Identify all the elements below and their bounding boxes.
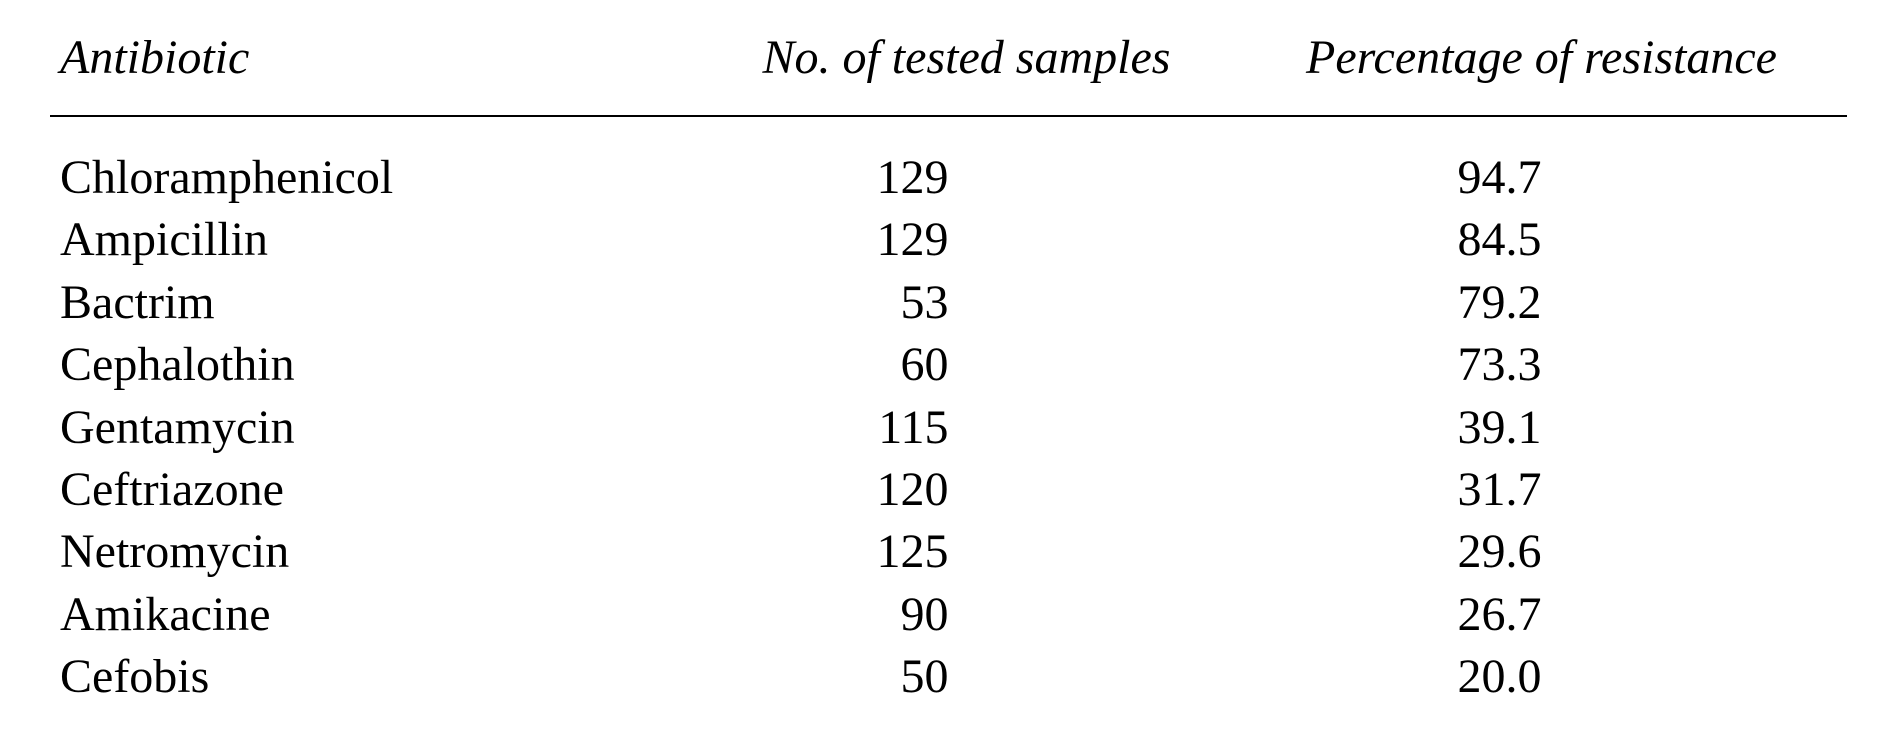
cell-tested: 90 xyxy=(697,584,1236,646)
cell-resistance: 20.0 xyxy=(1236,646,1847,708)
cell-antibiotic: Cephalothin xyxy=(50,334,697,396)
cell-resistance: 26.7 xyxy=(1236,584,1847,646)
cell-resistance: 31.7 xyxy=(1236,459,1847,521)
cell-tested: 50 xyxy=(697,646,1236,708)
cell-antibiotic: Chloramphenicol xyxy=(50,147,697,209)
cell-antibiotic: Ampicillin xyxy=(50,209,697,271)
cell-resistance: 94.7 xyxy=(1236,147,1847,209)
cell-tested: 120 xyxy=(697,459,1236,521)
table-row: Ceftriazone 120 31.7 xyxy=(50,459,1847,521)
cell-antibiotic: Netromycin xyxy=(50,521,697,583)
cell-tested: 60 xyxy=(697,334,1236,396)
cell-resistance: 29.6 xyxy=(1236,521,1847,583)
table-row: Chloramphenicol 129 94.7 xyxy=(50,147,1847,209)
header-antibiotic: Antibiotic xyxy=(50,30,697,85)
table-row: Gentamycin 115 39.1 xyxy=(50,397,1847,459)
resistance-table: Antibiotic No. of tested samples Percent… xyxy=(50,30,1847,709)
header-resistance-percentage: Percentage of resistance xyxy=(1236,30,1847,85)
cell-tested: 129 xyxy=(697,209,1236,271)
cell-antibiotic: Amikacine xyxy=(50,584,697,646)
header-tested-samples: No. of tested samples xyxy=(697,30,1236,85)
cell-antibiotic: Ceftriazone xyxy=(50,459,697,521)
table-row: Ampicillin 129 84.5 xyxy=(50,209,1847,271)
cell-tested: 129 xyxy=(697,147,1236,209)
cell-resistance: 84.5 xyxy=(1236,209,1847,271)
table-header-row: Antibiotic No. of tested samples Percent… xyxy=(50,30,1847,117)
table-row: Cephalothin 60 73.3 xyxy=(50,334,1847,396)
cell-resistance: 73.3 xyxy=(1236,334,1847,396)
cell-antibiotic: Gentamycin xyxy=(50,397,697,459)
table-body: Chloramphenicol 129 94.7 Ampicillin 129 … xyxy=(50,147,1847,709)
cell-antibiotic: Bactrim xyxy=(50,272,697,334)
cell-resistance: 39.1 xyxy=(1236,397,1847,459)
table-row: Netromycin 125 29.6 xyxy=(50,521,1847,583)
cell-tested: 53 xyxy=(697,272,1236,334)
table-row: Bactrim 53 79.2 xyxy=(50,272,1847,334)
cell-tested: 115 xyxy=(697,397,1236,459)
table-row: Amikacine 90 26.7 xyxy=(50,584,1847,646)
table-row: Cefobis 50 20.0 xyxy=(50,646,1847,708)
cell-antibiotic: Cefobis xyxy=(50,646,697,708)
cell-resistance: 79.2 xyxy=(1236,272,1847,334)
cell-tested: 125 xyxy=(697,521,1236,583)
